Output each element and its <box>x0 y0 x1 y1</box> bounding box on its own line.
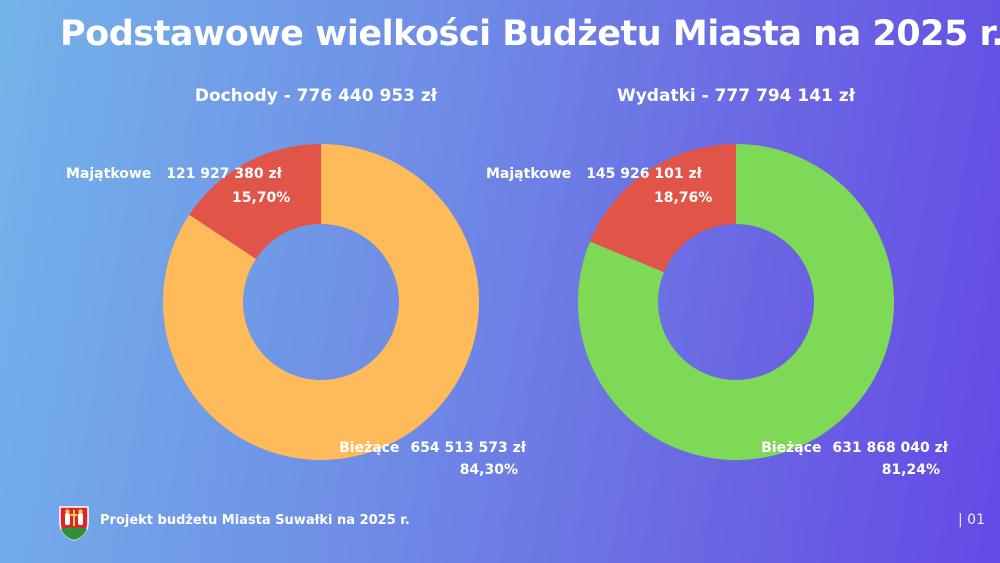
label-expenses-majatkowe: Majątkowe 145 926 101 zł <box>486 166 703 182</box>
page-title: Podstawowe wielkości Budżetu Miasta na 2… <box>60 14 1000 54</box>
label-expenses-majatkowe-percent: 18,76% <box>654 190 712 206</box>
label-income-majatkowe: Majątkowe 121 927 380 zł <box>66 166 283 182</box>
chart-title-income: Dochody - 776 440 953 zł <box>195 86 438 106</box>
label-income-biezace: Bieżące 654 513 573 zł <box>339 440 527 456</box>
footer-text: Projekt budżetu Miasta Suwałki na 2025 r… <box>100 513 410 528</box>
label-income-majatkowe-name: Majątkowe <box>66 166 151 182</box>
expenses-slice-majatkowe <box>589 144 736 273</box>
donut-income <box>163 144 480 460</box>
label-expenses-biezace-amount: 631 868 040 zł <box>832 440 948 456</box>
label-income-biezace-percent: 84,30% <box>460 462 518 478</box>
donut-expenses <box>578 144 895 460</box>
suwalki-coat-of-arms-icon <box>58 505 90 545</box>
income-slice-biezace <box>163 144 480 460</box>
expenses-slice-biezace <box>578 144 895 460</box>
label-expenses-biezace-percent: 81,24% <box>882 462 940 478</box>
page-number: | 01 <box>958 512 985 528</box>
label-expenses-biezace: Bieżące 631 868 040 zł <box>761 440 949 456</box>
label-expenses-majatkowe-amount: 145 926 101 zł <box>586 166 702 182</box>
label-expenses-majatkowe-name: Majątkowe <box>486 166 571 182</box>
chart-title-expenses: Wydatki - 777 794 141 zł <box>617 86 856 106</box>
label-income-biezace-amount: 654 513 573 zł <box>410 440 526 456</box>
income-slice-majatkowe <box>189 144 321 259</box>
label-expenses-biezace-name: Bieżące <box>761 440 821 456</box>
label-income-majatkowe-amount: 121 927 380 zł <box>166 166 282 182</box>
label-income-majatkowe-percent: 15,70% <box>232 190 290 206</box>
label-income-biezace-name: Bieżące <box>339 440 399 456</box>
